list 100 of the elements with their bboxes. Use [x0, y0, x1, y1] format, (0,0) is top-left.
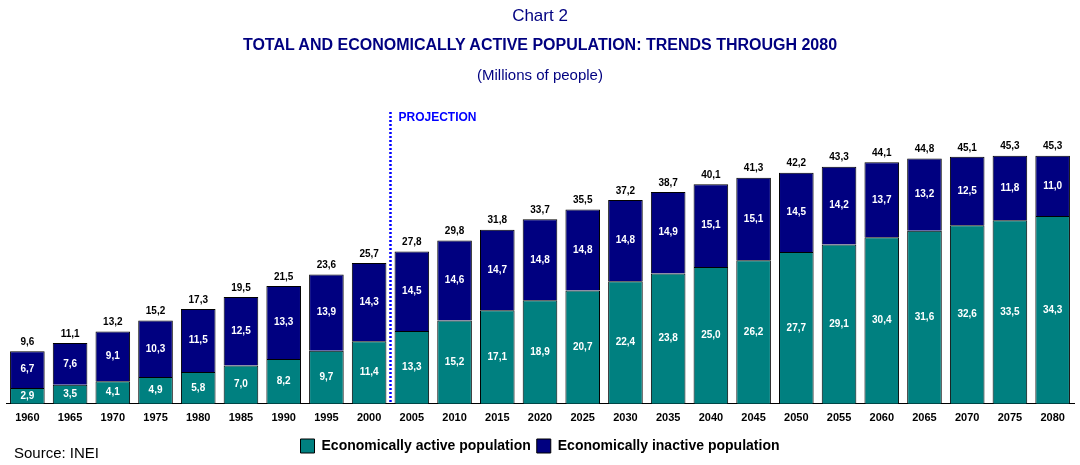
x-tick-label: 1965 — [57, 411, 83, 424]
total-label: 45,1 — [957, 141, 978, 153]
x-tick-label: 2005 — [399, 411, 425, 424]
data-label: 7,6 — [63, 357, 78, 369]
source-note: Source: INEI — [14, 444, 100, 461]
data-label: 13,9 — [316, 306, 337, 318]
data-label: 20,7 — [572, 340, 593, 352]
x-tick-label: 2075 — [997, 411, 1023, 424]
x-tick-label: 2000 — [356, 411, 382, 424]
data-label: 9,1 — [105, 350, 121, 362]
data-label: 14,5 — [402, 285, 423, 297]
data-label: 34,3 — [1042, 303, 1063, 315]
x-tick-label: 1980 — [186, 411, 211, 424]
data-label: 2,9 — [20, 389, 35, 401]
data-label: 14,2 — [829, 199, 850, 211]
text: (Millions of people) — [476, 66, 604, 83]
total-label: 37,2 — [615, 184, 636, 196]
data-label: 13,3 — [273, 316, 294, 328]
data-label: 12,5 — [231, 324, 252, 336]
total-label: 44,1 — [872, 147, 892, 159]
data-label: 11,5 — [188, 334, 209, 346]
total-label: 9,6 — [20, 335, 35, 347]
data-label: 14,6 — [444, 274, 465, 286]
total-label: 11,1 — [60, 327, 80, 339]
x-tick-label: 2035 — [655, 411, 681, 424]
x-tick-label: 2050 — [784, 411, 809, 424]
data-label: 10,3 — [145, 342, 166, 354]
total-label: 35,5 — [572, 194, 593, 206]
data-label: 17,1 — [487, 350, 508, 362]
total-label: 45,3 — [1042, 140, 1063, 152]
data-label: 14,3 — [359, 295, 380, 307]
x-tick-label: 1990 — [271, 411, 296, 424]
x-tick-label: 1975 — [143, 411, 168, 424]
data-label: 11,8 — [1000, 181, 1020, 193]
total-label: 25,7 — [359, 247, 380, 259]
data-label: 14,9 — [658, 226, 679, 238]
data-label: 27,7 — [786, 321, 807, 333]
chart-title: Chart 2 — [511, 6, 569, 26]
total-label: 19,5 — [231, 281, 252, 293]
total-label: 38,7 — [658, 176, 679, 188]
x-tick-label: 1960 — [15, 411, 40, 424]
total-label: 41,3 — [743, 162, 764, 174]
data-label: 11,0 — [1043, 179, 1063, 191]
total-label: 40,1 — [701, 168, 722, 180]
data-label: 30,4 — [872, 314, 892, 326]
x-tick-label: 2055 — [826, 411, 852, 424]
ref-line-label: PROJECTION — [398, 110, 477, 125]
x-tick-label: 2025 — [570, 411, 595, 424]
total-label: 44,8 — [914, 143, 935, 155]
data-label: 5,8 — [191, 381, 206, 393]
total-label: 15,2 — [145, 305, 166, 317]
data-label: 8,2 — [276, 375, 292, 387]
data-label: 6,7 — [20, 363, 35, 375]
total-label: 33,7 — [530, 204, 551, 216]
x-tick-label: 2065 — [912, 411, 937, 424]
total-label: 23,6 — [316, 259, 337, 271]
data-label: 13,2 — [914, 188, 935, 200]
legend-label: Economically inactive population — [557, 436, 780, 453]
x-tick-label: 2070 — [954, 411, 980, 424]
data-label: 3,5 — [63, 387, 78, 399]
legend-label: Economically active population — [321, 436, 531, 453]
total-label: 42,2 — [786, 157, 807, 169]
data-label: 32,6 — [957, 308, 978, 320]
x-tick-label: 1970 — [100, 411, 126, 424]
data-label: 25,0 — [701, 329, 722, 341]
total-label: 45,3 — [1000, 140, 1021, 152]
x-tick-label: 2045 — [741, 411, 766, 424]
chart-subtitle: TOTAL AND ECONOMICALLY ACTIVE POPULATION: TRENDS THROUGH 2080 — [241, 36, 839, 54]
data-label: 15,1 — [743, 212, 764, 224]
data-label: 29,1 — [829, 317, 850, 329]
data-label: 4,1 — [105, 386, 121, 398]
total-label: 21,5 — [273, 270, 294, 282]
total-label: 17,3 — [188, 293, 209, 305]
data-label: 26,2 — [743, 325, 764, 337]
x-tick-label: 1985 — [228, 411, 254, 424]
data-label: 14,7 — [487, 263, 508, 275]
x-tick-label: 2010 — [442, 411, 467, 424]
x-tick-label: 2020 — [527, 411, 553, 424]
total-label: 29,8 — [444, 225, 465, 237]
x-tick-label: 2015 — [485, 411, 510, 424]
data-label: 13,3 — [402, 361, 423, 373]
data-label: 14,5 — [786, 206, 807, 218]
data-label: 14,8 — [615, 234, 636, 246]
data-label: 31,6 — [914, 311, 935, 323]
x-tick-label: 2080 — [1040, 411, 1065, 424]
data-label: 18,9 — [530, 345, 551, 357]
total-label: 43,3 — [829, 151, 850, 163]
data-label: 22,4 — [615, 336, 636, 348]
data-label: 7,0 — [234, 378, 249, 390]
x-tick-label: 2030 — [613, 411, 638, 424]
data-label: 12,5 — [957, 184, 978, 196]
total-label: 13,2 — [103, 316, 123, 328]
data-label: 23,8 — [658, 332, 679, 344]
x-tick-label: 2040 — [698, 411, 724, 424]
data-label: 14,8 — [530, 253, 551, 265]
data-label: 15,1 — [701, 219, 722, 231]
data-label: 11,4 — [359, 366, 380, 378]
data-label: 13,7 — [872, 193, 892, 205]
x-tick-label: 2060 — [869, 411, 894, 424]
data-label: 4,9 — [148, 384, 163, 396]
